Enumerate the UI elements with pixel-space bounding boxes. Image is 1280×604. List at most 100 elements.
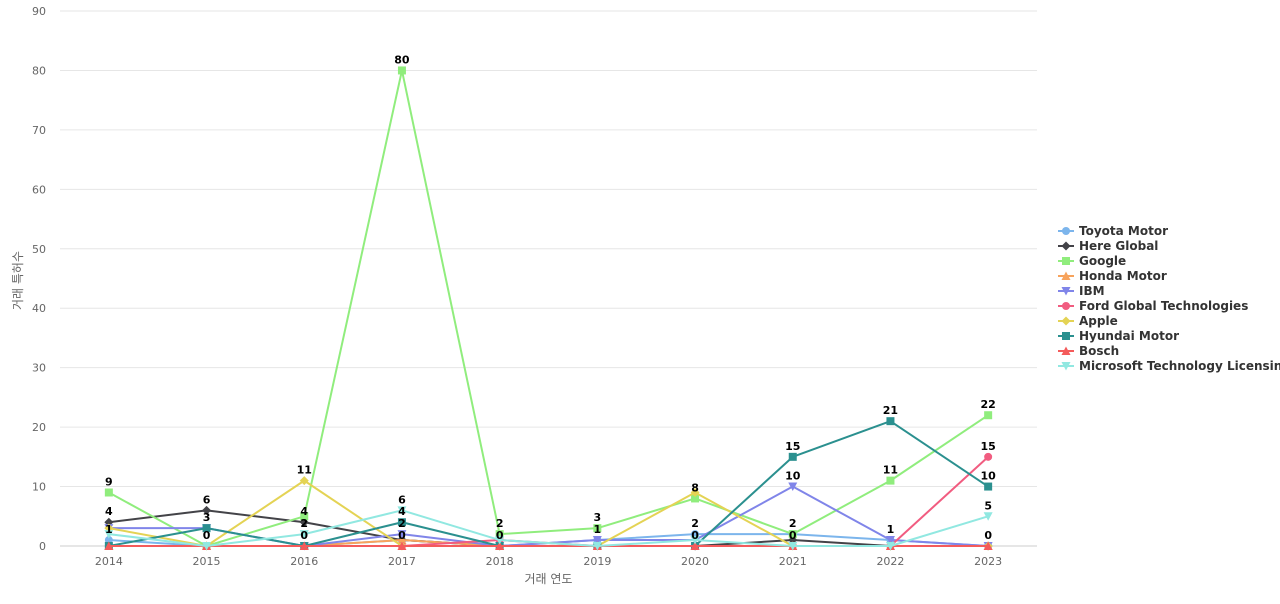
data-point[interactable] xyxy=(495,530,504,539)
data-label: 4 xyxy=(105,505,113,518)
series-line[interactable] xyxy=(107,455,990,547)
data-point[interactable] xyxy=(397,518,406,527)
legend-marker-icon xyxy=(1062,257,1070,265)
legend-item[interactable]: IBM xyxy=(1058,284,1105,298)
legend-item[interactable]: Google xyxy=(1058,254,1126,268)
data-point[interactable] xyxy=(202,524,211,533)
x-axis: 2014 2015 2016 2017 2018 2019 2020 2021 2022 2023 xyxy=(95,555,1002,568)
data-label: 0 xyxy=(789,529,797,542)
data-point[interactable] xyxy=(397,506,407,515)
x-tick-label: 2020 xyxy=(681,555,709,568)
data-point[interactable] xyxy=(104,541,114,551)
data-point[interactable] xyxy=(886,476,895,485)
legend-item[interactable]: Ford Global Technologies xyxy=(1058,299,1248,313)
x-tick-label: 2015 xyxy=(193,555,221,568)
data-point[interactable] xyxy=(495,536,505,545)
data-point[interactable] xyxy=(983,512,993,521)
series-line[interactable] xyxy=(107,509,990,547)
data-label: 2 xyxy=(496,517,504,530)
legend-label: Microsoft Technology Licensing xyxy=(1079,359,1280,373)
data-label: 0 xyxy=(984,529,992,542)
data-point[interactable] xyxy=(397,66,406,75)
data-point[interactable] xyxy=(592,542,602,551)
x-tick-label: 2016 xyxy=(290,555,318,568)
data-point[interactable] xyxy=(104,488,113,497)
x-tick-label: 2014 xyxy=(95,555,123,568)
series-hyundai-motor[interactable] xyxy=(104,417,993,550)
legend-marker-icon xyxy=(1061,362,1071,371)
data-label: 0 xyxy=(398,529,406,542)
data-point[interactable] xyxy=(202,505,212,515)
y-tick-label: 70 xyxy=(32,124,46,137)
data-point[interactable] xyxy=(593,524,602,533)
data-point[interactable] xyxy=(299,530,309,539)
series-line[interactable] xyxy=(107,509,990,547)
data-point[interactable] xyxy=(788,482,798,492)
data-point[interactable] xyxy=(691,494,700,503)
legend-marker-icon xyxy=(1062,302,1070,310)
data-point[interactable] xyxy=(104,530,114,539)
data-point[interactable] xyxy=(788,452,797,461)
legend-item[interactable]: Microsoft Technology Licensing xyxy=(1058,359,1280,373)
data-label: 1 xyxy=(105,523,113,536)
y-axis-title: 거래 특허수 xyxy=(11,251,25,310)
legend-marker-icon xyxy=(1062,332,1070,340)
x-axis-title: 거래 연도 xyxy=(525,572,573,586)
series-line[interactable] xyxy=(107,420,990,547)
data-point[interactable] xyxy=(299,476,309,486)
legend-marker-icon xyxy=(1061,287,1071,296)
data-point[interactable] xyxy=(397,541,407,551)
legend-label: Honda Motor xyxy=(1079,269,1167,283)
data-point[interactable] xyxy=(886,417,895,426)
data-point[interactable] xyxy=(397,535,407,545)
legend-marker-icon xyxy=(1061,346,1071,355)
data-point[interactable] xyxy=(788,530,797,539)
data-label: 2 xyxy=(398,517,406,530)
data-point[interactable] xyxy=(984,411,993,420)
data-label: 1 xyxy=(887,523,895,536)
data-label: 15 xyxy=(980,440,995,453)
y-tick-label: 30 xyxy=(32,362,46,375)
data-point[interactable] xyxy=(984,482,993,491)
data-label: 0 xyxy=(203,529,211,542)
legend-item[interactable]: Hyundai Motor xyxy=(1058,329,1179,343)
data-label: 5 xyxy=(984,499,992,512)
data-point[interactable] xyxy=(690,488,700,497)
legend-item[interactable]: Bosch xyxy=(1058,344,1119,358)
data-label: 80 xyxy=(394,53,410,66)
data-point[interactable] xyxy=(690,536,700,545)
data-point[interactable] xyxy=(202,542,212,551)
data-point[interactable] xyxy=(397,530,407,539)
series-microsoft-technology-licensing[interactable] xyxy=(104,506,993,551)
y-tick-label: 10 xyxy=(32,481,46,494)
series-ibm[interactable] xyxy=(104,482,993,551)
x-tick-label: 2021 xyxy=(779,555,807,568)
legend-marker-icon xyxy=(1062,227,1070,235)
legend-marker-icon xyxy=(1061,241,1071,251)
data-point[interactable] xyxy=(885,542,895,551)
legend-item[interactable]: Here Global xyxy=(1058,239,1158,253)
data-point[interactable] xyxy=(495,541,505,551)
x-tick-label: 2017 xyxy=(388,555,416,568)
data-point[interactable] xyxy=(885,536,895,545)
data-point[interactable] xyxy=(299,541,309,551)
series-lines xyxy=(104,66,993,551)
x-tick-label: 2019 xyxy=(583,555,611,568)
legend-label: Here Global xyxy=(1079,239,1158,253)
legend-item[interactable]: Toyota Motor xyxy=(1058,224,1168,238)
data-point[interactable] xyxy=(984,452,993,461)
data-point[interactable] xyxy=(788,542,798,551)
data-point[interactable] xyxy=(983,541,993,551)
data-point[interactable] xyxy=(690,541,700,551)
legend-item[interactable]: Apple xyxy=(1058,314,1118,328)
series-line[interactable] xyxy=(107,69,990,547)
data-label: 0 xyxy=(691,529,699,542)
data-point[interactable] xyxy=(592,536,602,545)
y-tick-label: 60 xyxy=(32,183,46,196)
legend-label: Bosch xyxy=(1079,344,1119,358)
data-point[interactable] xyxy=(300,512,309,521)
legend-label: Apple xyxy=(1079,314,1118,328)
legend-item[interactable]: Honda Motor xyxy=(1058,269,1167,283)
